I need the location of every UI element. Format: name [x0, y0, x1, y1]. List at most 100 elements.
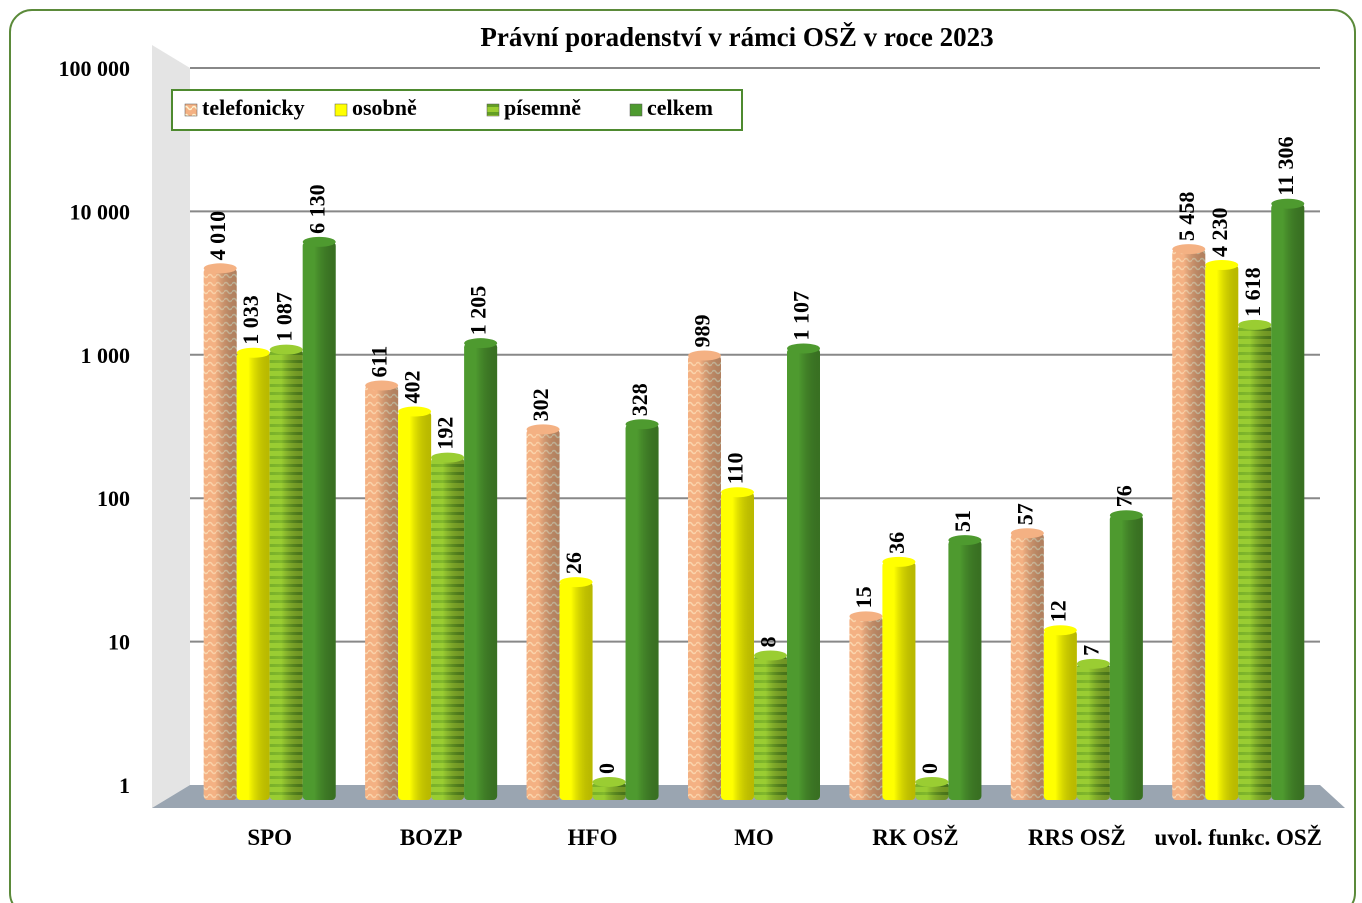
legend-label: celkem [647, 95, 713, 120]
legend-swatch [184, 103, 198, 117]
bar-cap [1238, 319, 1272, 330]
bar-group [236, 347, 270, 800]
bar-cap [1043, 625, 1077, 636]
bar-group [1109, 510, 1143, 800]
bar-group [754, 650, 787, 800]
bar-shade [203, 268, 237, 800]
x-tick-label: HFO [567, 825, 618, 850]
bar-group [365, 380, 399, 800]
bar-cap [1271, 198, 1305, 209]
value-label: 6 130 [304, 184, 329, 234]
bar-shade [754, 655, 787, 800]
legend: telefonicky osobně písemně celkem [171, 89, 743, 131]
bar-group [1043, 625, 1077, 800]
bar-shade [464, 343, 498, 800]
value-label: 611 [367, 346, 392, 378]
value-label: 1 087 [271, 292, 296, 342]
value-label: 302 [528, 388, 553, 421]
bar-cap [464, 338, 498, 349]
value-label: 1 618 [1240, 267, 1265, 317]
bar-shade [882, 561, 916, 800]
bar-group [464, 338, 498, 800]
bar-group [203, 263, 237, 800]
bar-shade [559, 582, 593, 800]
bar-group [721, 487, 754, 800]
bar-cap [882, 556, 916, 567]
side-wall [152, 45, 190, 808]
bar-shade [948, 540, 982, 800]
value-label: 1 205 [466, 286, 491, 335]
value-label: 11 306 [1273, 136, 1298, 195]
bar-cap [688, 350, 721, 361]
bar-group [398, 406, 432, 800]
y-tick-label: 100 [97, 486, 130, 511]
bar-cap [625, 419, 659, 430]
value-label: 36 [884, 532, 909, 554]
bar-shade [1238, 324, 1272, 800]
x-tick-label: RK OSŽ [872, 825, 959, 850]
value-label: 4 010 [205, 211, 230, 261]
legend-label: osobně [352, 95, 417, 120]
bar-shade [688, 355, 721, 800]
bar-cap [365, 380, 399, 391]
bar-shade [526, 429, 560, 800]
bar-cap [1109, 510, 1143, 521]
bar-cap [269, 344, 303, 355]
bar-shade [1109, 515, 1143, 800]
value-label: 26 [561, 552, 586, 574]
bar-shade [625, 424, 659, 800]
bar-cap [592, 777, 626, 787]
bar-shade [592, 782, 626, 800]
value-label: 328 [627, 383, 652, 416]
bar-cap [915, 777, 949, 787]
bar-group [1238, 319, 1272, 800]
x-tick-label: uvol. funkc. OSŽ [1154, 825, 1322, 850]
bar-shade [1205, 264, 1239, 800]
bar-shade [849, 616, 883, 800]
value-label: 110 [723, 452, 748, 484]
bar-cap [1076, 658, 1110, 669]
bar-group [1172, 244, 1206, 801]
bar-cap [1172, 244, 1206, 255]
bar-shade [269, 349, 303, 800]
bar-cap [203, 263, 237, 274]
bar-shade [1076, 663, 1110, 800]
value-label: 4 230 [1207, 207, 1232, 257]
y-tick-label: 100 000 [59, 56, 131, 81]
bar-cap [754, 650, 787, 661]
x-tick-label: BOZP [399, 825, 463, 850]
bar-group [592, 777, 626, 800]
value-label: 1 033 [238, 295, 263, 345]
value-label: 989 [690, 314, 715, 347]
bar-cap [1205, 259, 1239, 270]
value-label: 192 [433, 417, 458, 450]
legend-swatch [334, 103, 348, 117]
value-label: 7 [1078, 645, 1103, 656]
y-tick-label: 1 [119, 773, 130, 798]
bar-group [526, 424, 560, 800]
y-tick-label: 10 000 [70, 199, 131, 224]
legend-label: telefonicky [202, 95, 305, 120]
bar-group [688, 350, 721, 800]
bar-shade [1043, 630, 1077, 800]
y-tick-label: 1 000 [81, 343, 131, 368]
y-tick-label: 10 [108, 630, 130, 655]
value-label: 51 [950, 510, 975, 532]
bar-group [915, 777, 949, 800]
x-tick-label: RRS OSŽ [1027, 825, 1126, 850]
legend-swatch [486, 103, 500, 117]
value-label: 15 [851, 586, 876, 608]
bar-group [882, 556, 916, 800]
bar-shade [787, 348, 820, 800]
bar-group [1205, 259, 1239, 800]
bar-shade [1271, 203, 1305, 800]
bar-shade [398, 411, 432, 800]
bar-group [1010, 528, 1044, 800]
bar-shade [721, 492, 754, 800]
bar-group [948, 535, 982, 800]
bar-cap [1010, 528, 1044, 539]
legend-label: písemně [504, 95, 581, 120]
bar-cap [721, 487, 754, 498]
value-label: 5 458 [1174, 192, 1199, 242]
